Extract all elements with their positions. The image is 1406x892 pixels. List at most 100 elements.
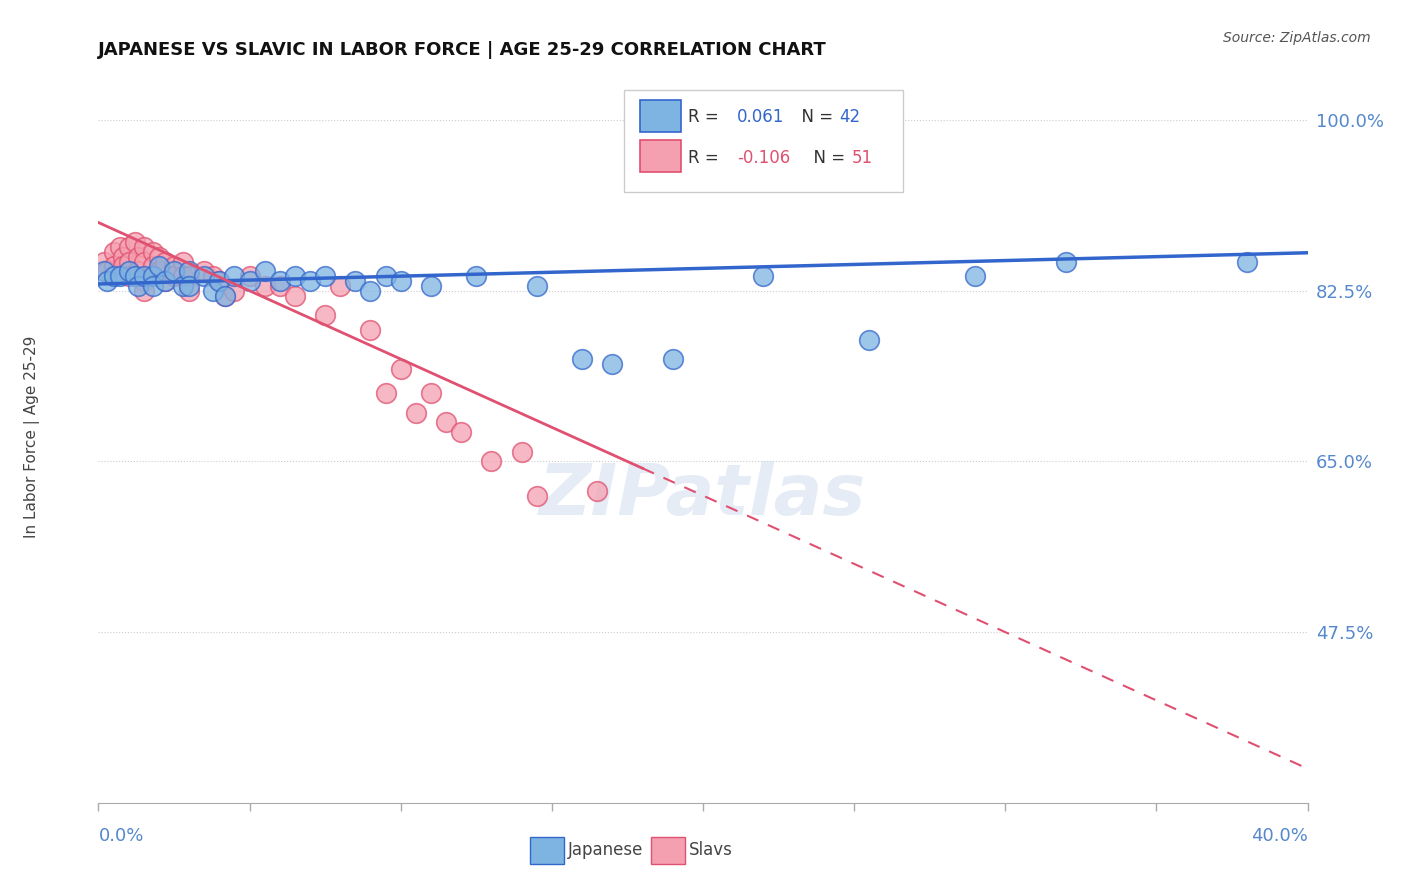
- Text: Japanese: Japanese: [568, 841, 643, 859]
- Point: [269, 279, 291, 293]
- Point: [108, 240, 131, 254]
- Text: N =: N =: [803, 149, 851, 167]
- Point: [208, 274, 231, 288]
- Point: [153, 274, 176, 288]
- Point: [481, 454, 503, 468]
- Point: [314, 308, 336, 322]
- Point: [124, 235, 146, 249]
- Point: [179, 284, 201, 298]
- Point: [208, 274, 231, 288]
- Point: [465, 269, 488, 284]
- Point: [405, 406, 427, 420]
- Point: [193, 264, 215, 278]
- Text: 42: 42: [839, 109, 860, 127]
- Point: [111, 260, 134, 274]
- Point: [329, 279, 352, 293]
- Point: [132, 269, 155, 284]
- Point: [142, 244, 165, 259]
- Point: [1054, 254, 1077, 268]
- Point: [124, 269, 146, 284]
- Point: [858, 333, 880, 347]
- Text: 40.0%: 40.0%: [1251, 827, 1308, 846]
- Point: [179, 264, 201, 278]
- Point: [127, 279, 149, 293]
- Text: R =: R =: [689, 109, 724, 127]
- Point: [202, 284, 225, 298]
- Point: [661, 352, 683, 367]
- Point: [163, 260, 186, 274]
- Point: [148, 250, 170, 264]
- Point: [142, 269, 165, 284]
- Point: [153, 254, 176, 268]
- Point: [389, 361, 412, 376]
- Point: [420, 279, 443, 293]
- Point: [360, 323, 382, 337]
- Point: [239, 269, 262, 284]
- Point: [118, 240, 141, 254]
- Point: [172, 254, 194, 268]
- Point: [148, 260, 170, 274]
- FancyBboxPatch shape: [640, 100, 682, 132]
- Point: [153, 274, 176, 288]
- Point: [389, 274, 412, 288]
- Point: [284, 269, 307, 284]
- Point: [132, 240, 155, 254]
- Point: [284, 288, 307, 302]
- Point: [420, 386, 443, 401]
- Point: [253, 279, 276, 293]
- Point: [526, 489, 548, 503]
- Point: [179, 279, 201, 293]
- Point: [108, 269, 131, 284]
- Point: [142, 279, 165, 293]
- Point: [360, 284, 382, 298]
- Point: [132, 254, 155, 268]
- Text: JAPANESE VS SLAVIC IN LABOR FORCE | AGE 25-29 CORRELATION CHART: JAPANESE VS SLAVIC IN LABOR FORCE | AGE …: [98, 41, 827, 59]
- Text: -0.106: -0.106: [737, 149, 790, 167]
- FancyBboxPatch shape: [651, 838, 685, 863]
- Text: 0.0%: 0.0%: [98, 827, 143, 846]
- Point: [965, 269, 987, 284]
- Point: [269, 274, 291, 288]
- Point: [344, 274, 367, 288]
- Text: R =: R =: [689, 149, 724, 167]
- Point: [103, 269, 125, 284]
- Text: Source: ZipAtlas.com: Source: ZipAtlas.com: [1223, 31, 1371, 45]
- Text: 0.061: 0.061: [737, 109, 785, 127]
- Point: [172, 279, 194, 293]
- Point: [118, 254, 141, 268]
- Point: [752, 269, 775, 284]
- Point: [96, 264, 118, 278]
- Point: [103, 260, 125, 274]
- Point: [602, 357, 624, 371]
- Text: Slavs: Slavs: [689, 841, 733, 859]
- Point: [93, 254, 115, 268]
- Point: [179, 269, 201, 284]
- Point: [132, 284, 155, 298]
- Point: [224, 269, 246, 284]
- Point: [103, 244, 125, 259]
- Point: [586, 483, 609, 498]
- Text: N =: N =: [792, 109, 838, 127]
- Point: [118, 264, 141, 278]
- Point: [148, 264, 170, 278]
- Point: [374, 386, 396, 401]
- Point: [163, 269, 186, 284]
- Point: [314, 269, 336, 284]
- Point: [193, 269, 215, 284]
- Point: [132, 274, 155, 288]
- Point: [450, 425, 472, 440]
- Point: [224, 284, 246, 298]
- Point: [214, 288, 236, 302]
- Point: [202, 269, 225, 284]
- Point: [571, 352, 593, 367]
- Point: [127, 264, 149, 278]
- Point: [118, 269, 141, 284]
- Point: [299, 274, 322, 288]
- FancyBboxPatch shape: [640, 140, 682, 172]
- Point: [434, 416, 457, 430]
- Text: In Labor Force | Age 25-29: In Labor Force | Age 25-29: [24, 336, 39, 538]
- Text: 51: 51: [852, 149, 873, 167]
- FancyBboxPatch shape: [530, 838, 564, 863]
- Point: [214, 288, 236, 302]
- Point: [127, 250, 149, 264]
